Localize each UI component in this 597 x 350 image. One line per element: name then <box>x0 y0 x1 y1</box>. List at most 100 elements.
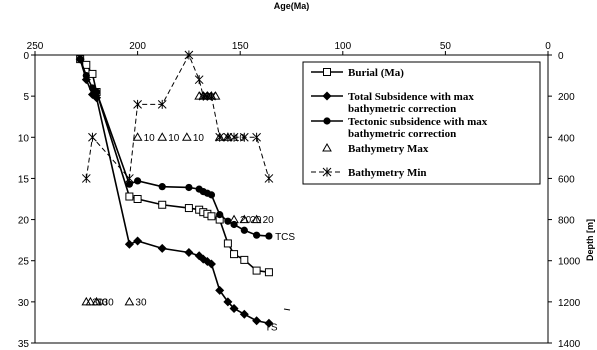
series-1-point <box>264 268 273 277</box>
data-label: 10 <box>144 133 156 144</box>
series-1-point <box>230 250 239 259</box>
legend-label: Tectonic subsidence with max <box>348 116 488 128</box>
series-5-point <box>125 173 134 183</box>
legend-label: Total Subsidence with max <box>348 91 474 103</box>
series-1-point <box>88 69 97 78</box>
data-label: 30 <box>103 297 115 308</box>
series-3 <box>76 55 273 240</box>
legend-label: Burial (Ma) <box>348 67 404 79</box>
series-3-point <box>158 183 166 191</box>
series-5 <box>81 50 274 183</box>
data-label: 20 <box>263 215 275 226</box>
series-3-point <box>216 211 224 219</box>
series-4-point <box>124 296 135 306</box>
annotation-layer: TCS TS <box>265 232 296 334</box>
series-2-line <box>79 58 270 325</box>
series-2-point <box>215 285 225 295</box>
series-2-point <box>252 316 262 326</box>
legend-box <box>302 61 541 185</box>
y-left-tick-label: 15 <box>18 174 30 185</box>
series-3-point <box>185 183 193 192</box>
legend-item-5: Bathymetry Min <box>311 167 427 179</box>
legend-item-4: Bathymetry Max <box>322 142 429 155</box>
series-5-point <box>198 91 208 101</box>
series-1-point <box>240 255 249 264</box>
y-right-tick-label: 1400 <box>558 339 581 350</box>
series-4-point <box>251 214 262 224</box>
y-left-tick-label: 5 <box>23 92 29 103</box>
y-left-tick-label: 30 <box>18 298 30 309</box>
series-1-point <box>158 200 167 209</box>
x-tick-label: 150 <box>232 41 249 52</box>
series-3-point <box>265 232 273 240</box>
axes: 250 200 150 100 50 0 Age(Ma) 0 5 10 15 20 25 30 35 0 200… <box>18 1 595 350</box>
y-right-tick-label: 800 <box>558 216 575 227</box>
data-label: 30 <box>92 297 104 308</box>
data-label: 30 <box>135 297 147 308</box>
data-label: 20 <box>240 215 252 226</box>
series-2-point <box>124 239 134 249</box>
legend-marker <box>323 68 331 76</box>
legend-marker <box>323 117 331 125</box>
series-1-point <box>125 192 134 201</box>
y-right-tick-label: 1000 <box>558 257 581 268</box>
series-5-point <box>81 173 91 183</box>
series-3-point <box>125 180 133 188</box>
series-1-point <box>252 266 261 275</box>
series-5-point <box>194 75 204 85</box>
x-tick-label: 0 <box>545 41 551 52</box>
legend-marker <box>322 142 332 152</box>
series-5-point <box>239 132 249 142</box>
y-left-tick-label: 10 <box>18 133 30 144</box>
data-label: 10 <box>234 133 246 144</box>
data-label: 20 <box>250 215 262 226</box>
series-3-point <box>230 220 238 229</box>
series-1-point <box>184 204 193 213</box>
y-right-tick-label: 400 <box>558 133 575 144</box>
legend-label: bathymetric correction <box>348 103 456 115</box>
series-3-point <box>82 71 90 80</box>
y-right-tick-label: 0 <box>558 51 564 62</box>
series-5-point <box>157 99 167 109</box>
series-5-point <box>184 50 194 60</box>
series-2-point <box>206 259 216 269</box>
series-5-point <box>207 91 216 101</box>
series-4-point <box>239 214 250 224</box>
legend-item-3: Tectonic subsidence with maxbathymetric … <box>311 116 488 140</box>
y-right-axis-label: Depth [m] <box>585 219 595 261</box>
series-4-point <box>181 132 192 141</box>
series-5-point <box>229 132 239 142</box>
y-left-tick-label: 35 <box>18 339 30 350</box>
series-5-point <box>252 132 261 142</box>
legend-marker <box>322 91 332 101</box>
x-tick-label: 200 <box>129 41 146 52</box>
data-label: 10 <box>193 133 205 144</box>
legend-label: Bathymetry Min <box>348 167 427 179</box>
y-left-tick-label: 20 <box>18 216 30 227</box>
ts-leader-line <box>283 308 291 311</box>
series-5-point <box>133 99 142 109</box>
series-5-point <box>264 173 274 183</box>
series-2-point <box>223 297 233 307</box>
series-3-point <box>240 226 248 234</box>
series-5-line <box>85 53 270 180</box>
series-5-point <box>88 132 97 142</box>
series-1-point <box>133 195 142 203</box>
series-1-point <box>207 212 216 221</box>
legend: Burial (Ma) Total Subsidence with maxbath… <box>302 61 541 185</box>
series-5-point <box>223 132 233 142</box>
data-label: 30 <box>96 297 108 308</box>
plot-frame <box>34 54 549 344</box>
series-3-point <box>253 231 261 239</box>
legend-marker <box>322 167 332 177</box>
data-label: 10 <box>168 133 180 144</box>
y-right-tick-label: 600 <box>558 174 575 185</box>
series-4-point <box>229 214 239 224</box>
series-2-point <box>229 303 239 313</box>
y-right-tick-label: 200 <box>558 92 575 103</box>
series-2-point <box>157 243 167 253</box>
